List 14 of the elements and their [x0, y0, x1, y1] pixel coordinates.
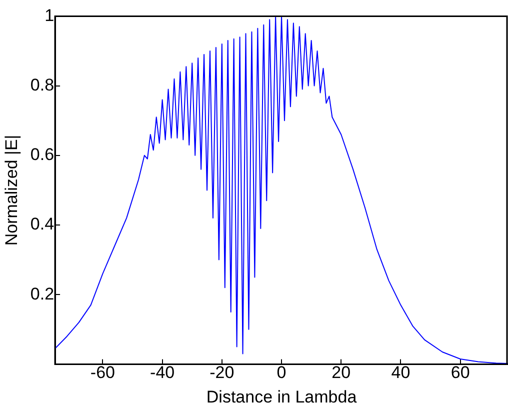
y-tick-label: 0.2 [30, 284, 54, 304]
x-tick-label: 60 [450, 363, 470, 382]
x-axis-title: Distance in Lambda [206, 387, 358, 406]
x-tick-label: -40 [150, 363, 175, 382]
x-tick-label: 0 [276, 363, 286, 382]
x-tick-label: 20 [332, 363, 351, 382]
y-axis-title: Normalized |E| [2, 134, 21, 246]
y-tick-label: 0.8 [30, 75, 54, 94]
x-tick-label: 40 [391, 363, 410, 382]
x-tick-label: -20 [210, 363, 234, 382]
y-tick-label: 1 [44, 6, 54, 25]
y-tick-label: 0.4 [30, 214, 54, 234]
x-tick-label: -60 [90, 363, 115, 382]
y-tick-label: 0.6 [30, 145, 54, 164]
